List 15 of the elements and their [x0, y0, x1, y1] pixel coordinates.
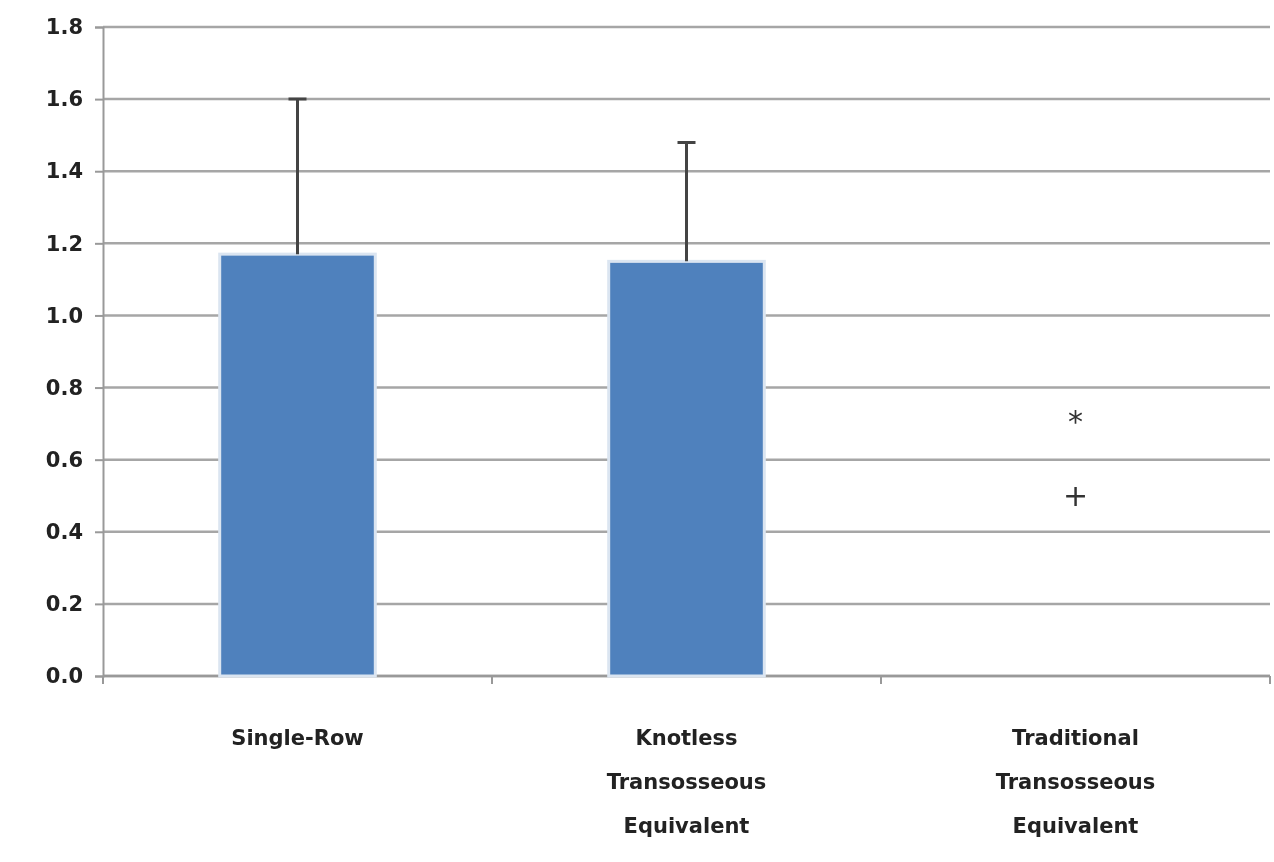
x-tick-label: Traditional Transosseous Equivalent: [995, 726, 1156, 838]
y-tick-label: 0.0: [45, 664, 83, 689]
y-tick-label: 1.4: [45, 159, 83, 184]
y-tick-label: 1.2: [45, 231, 83, 256]
y-tick-label: 1.0: [45, 303, 83, 328]
x-tick-label: Knotless Transosseous Equivalent: [606, 726, 767, 838]
y-tick-label: 0.4: [45, 520, 83, 544]
y-tick-label: 0.6: [45, 447, 83, 472]
y-tick-label: 1.8: [45, 15, 83, 40]
y-tick-label: 0.2: [45, 592, 83, 617]
annotation: *: [1068, 403, 1083, 439]
y-tick-label: 1.6: [45, 87, 83, 112]
y-tick-label: 0.8: [45, 375, 83, 400]
x-tick-label: Single-Row: [231, 726, 364, 750]
annotation: +: [1062, 477, 1089, 513]
